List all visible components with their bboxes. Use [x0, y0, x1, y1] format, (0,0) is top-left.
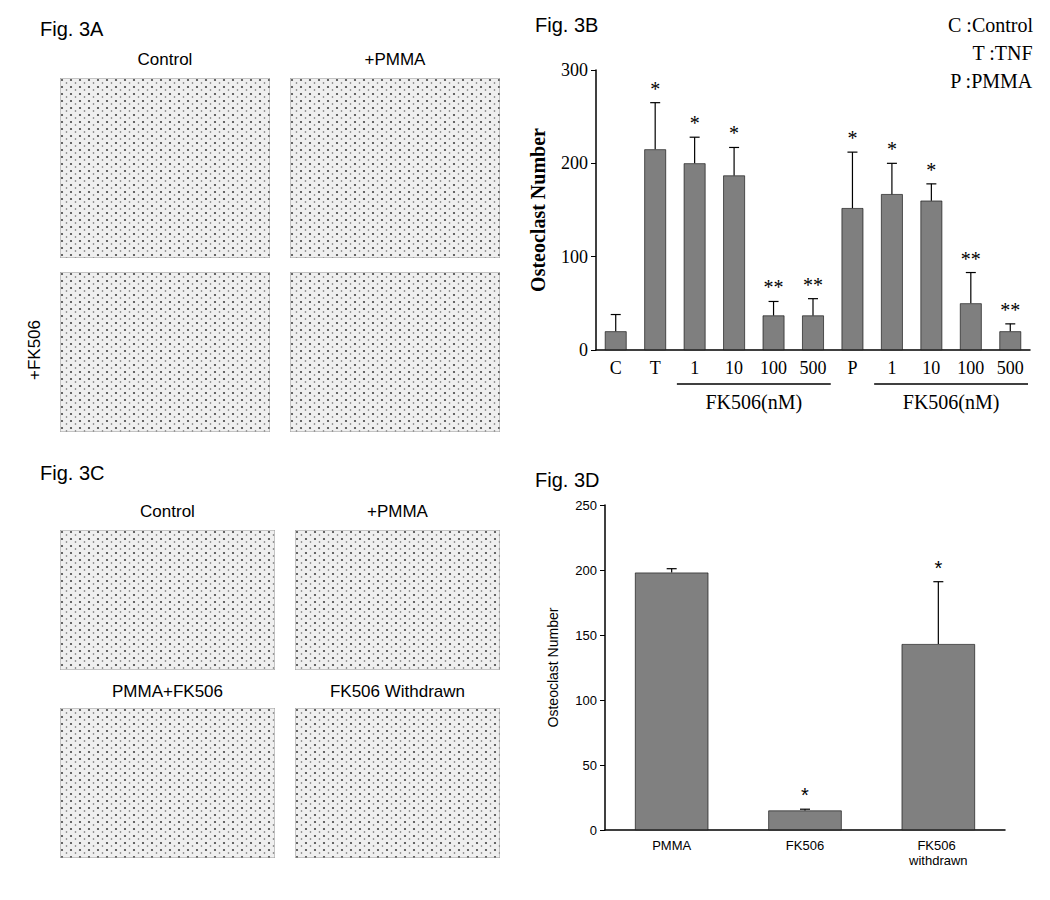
svg-text:**: **: [764, 276, 784, 298]
svg-text:*: *: [650, 78, 660, 100]
svg-text:**: **: [803, 274, 823, 296]
svg-text:C :Control: C :Control: [948, 14, 1033, 36]
svg-text:500: 500: [997, 358, 1024, 378]
html-text:Fig. 3C: Fig. 3C: [40, 462, 105, 484]
html-text:+FK506: +FK506: [25, 320, 44, 380]
svg-text:FK506: FK506: [786, 838, 824, 853]
svg-text:*: *: [926, 159, 936, 181]
html-text:FK506 Withdrawn: FK506 Withdrawn: [329, 682, 466, 701]
svg-text:10: 10: [922, 358, 940, 378]
html-text:Control: Control: [137, 50, 193, 69]
svg-text:**: **: [1000, 299, 1020, 321]
svg-text:250: 250: [575, 498, 597, 513]
svg-text:withdrawn: withdrawn: [908, 853, 968, 868]
svg-text:100: 100: [760, 358, 787, 378]
html-text:+PMMA: +PMMA: [364, 50, 426, 69]
html-text:+PMMA: +PMMA: [367, 502, 428, 521]
svg-text:0: 0: [579, 340, 588, 360]
svg-text:1: 1: [690, 358, 699, 378]
svg-text:FK506: FK506: [917, 838, 959, 853]
svg-text:150: 150: [575, 628, 597, 643]
svg-text:C: C: [610, 358, 622, 378]
svg-text:*: *: [887, 138, 897, 160]
html-text:Fig. 3A: Fig. 3A: [40, 18, 104, 40]
svg-text:P: P: [847, 358, 857, 378]
svg-text:Fig. 3B: Fig. 3B: [535, 14, 598, 36]
html-text:Control: Control: [140, 502, 195, 521]
svg-text:0: 0: [590, 823, 597, 838]
svg-text:T :TNF: T :TNF: [972, 42, 1032, 64]
svg-text:*: *: [801, 784, 809, 806]
svg-text:*: *: [690, 112, 700, 134]
svg-text:P :PMMA: P :PMMA: [950, 70, 1033, 92]
svg-text:100: 100: [957, 358, 984, 378]
svg-text:**: **: [961, 248, 981, 270]
svg-text:500: 500: [800, 358, 827, 378]
svg-text:*: *: [847, 127, 857, 149]
svg-text:300: 300: [561, 60, 588, 80]
svg-text:Osteoclast Number: Osteoclast Number: [527, 128, 549, 292]
svg-text:*: *: [729, 122, 739, 144]
svg-text:Osteoclast Number: Osteoclast Number: [545, 607, 561, 727]
svg-text:1: 1: [887, 358, 896, 378]
html-text:PMMA+FK506: PMMA+FK506: [112, 682, 223, 701]
svg-text:50: 50: [583, 758, 597, 773]
svg-text:FK506(nM): FK506(nM): [903, 391, 1000, 414]
svg-text:200: 200: [575, 563, 597, 578]
svg-text:10: 10: [725, 358, 743, 378]
svg-text:T: T: [650, 358, 661, 378]
svg-text:200: 200: [561, 153, 588, 173]
svg-text:PMMA: PMMA: [652, 838, 691, 853]
svg-text:100: 100: [575, 693, 597, 708]
svg-text:*: *: [934, 557, 942, 579]
svg-text:FK506(nM): FK506(nM): [705, 391, 802, 414]
svg-text:100: 100: [561, 247, 588, 267]
svg-text:Fig. 3D: Fig. 3D: [535, 469, 599, 491]
